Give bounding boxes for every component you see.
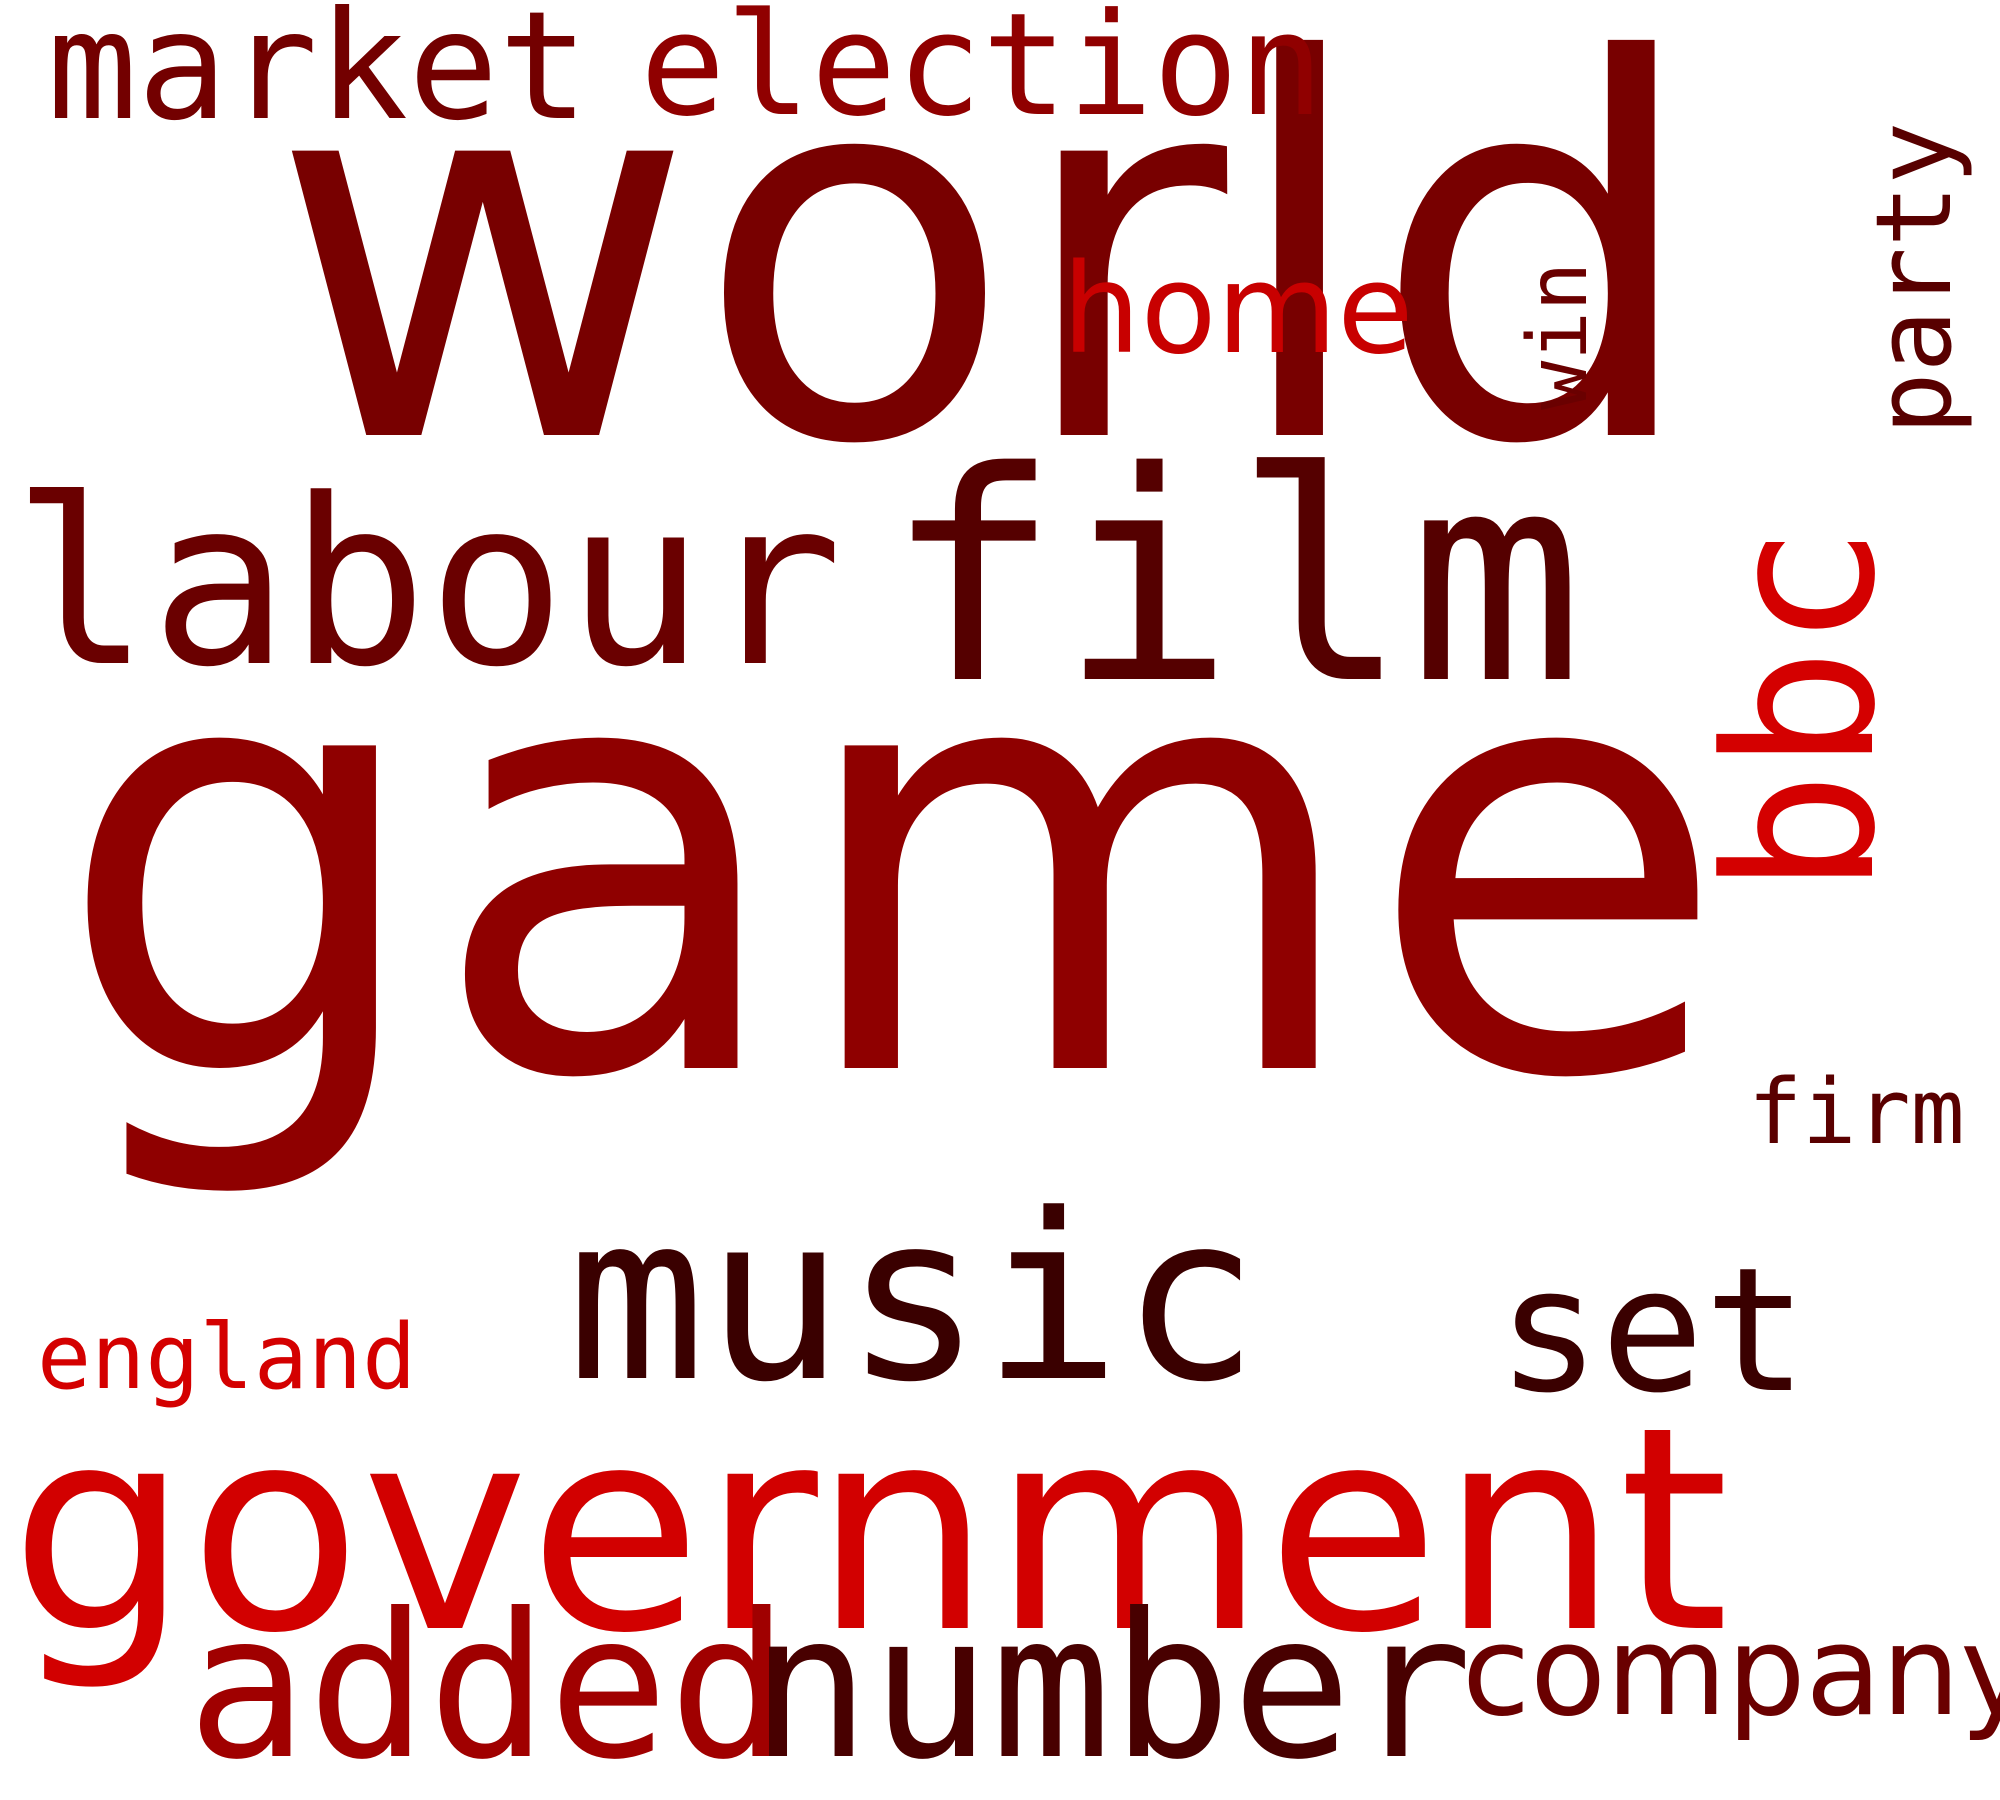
word-labour: labour: [12, 451, 843, 718]
word-england: england: [37, 1305, 417, 1410]
word-world: world: [270, 0, 1702, 558]
word-film: film: [885, 411, 1584, 748]
word-added: added: [187, 1571, 790, 1800]
word-government: government: [10, 1366, 1730, 1695]
word-company: company: [1462, 1600, 2000, 1744]
word-music: music: [567, 1166, 1260, 1433]
word-bbc: bbc: [1683, 524, 1921, 895]
word-election: election: [640, 0, 1324, 148]
word-home: home: [1062, 238, 1414, 382]
word-number: number: [750, 1571, 1473, 1800]
word-win: win: [1511, 261, 1606, 410]
word-party: party: [1853, 121, 1975, 435]
word-firm: firm: [1748, 1060, 1965, 1165]
word-market: market: [47, 0, 589, 154]
word-game: game: [55, 521, 1729, 1208]
word-set: set: [1497, 1230, 1808, 1431]
